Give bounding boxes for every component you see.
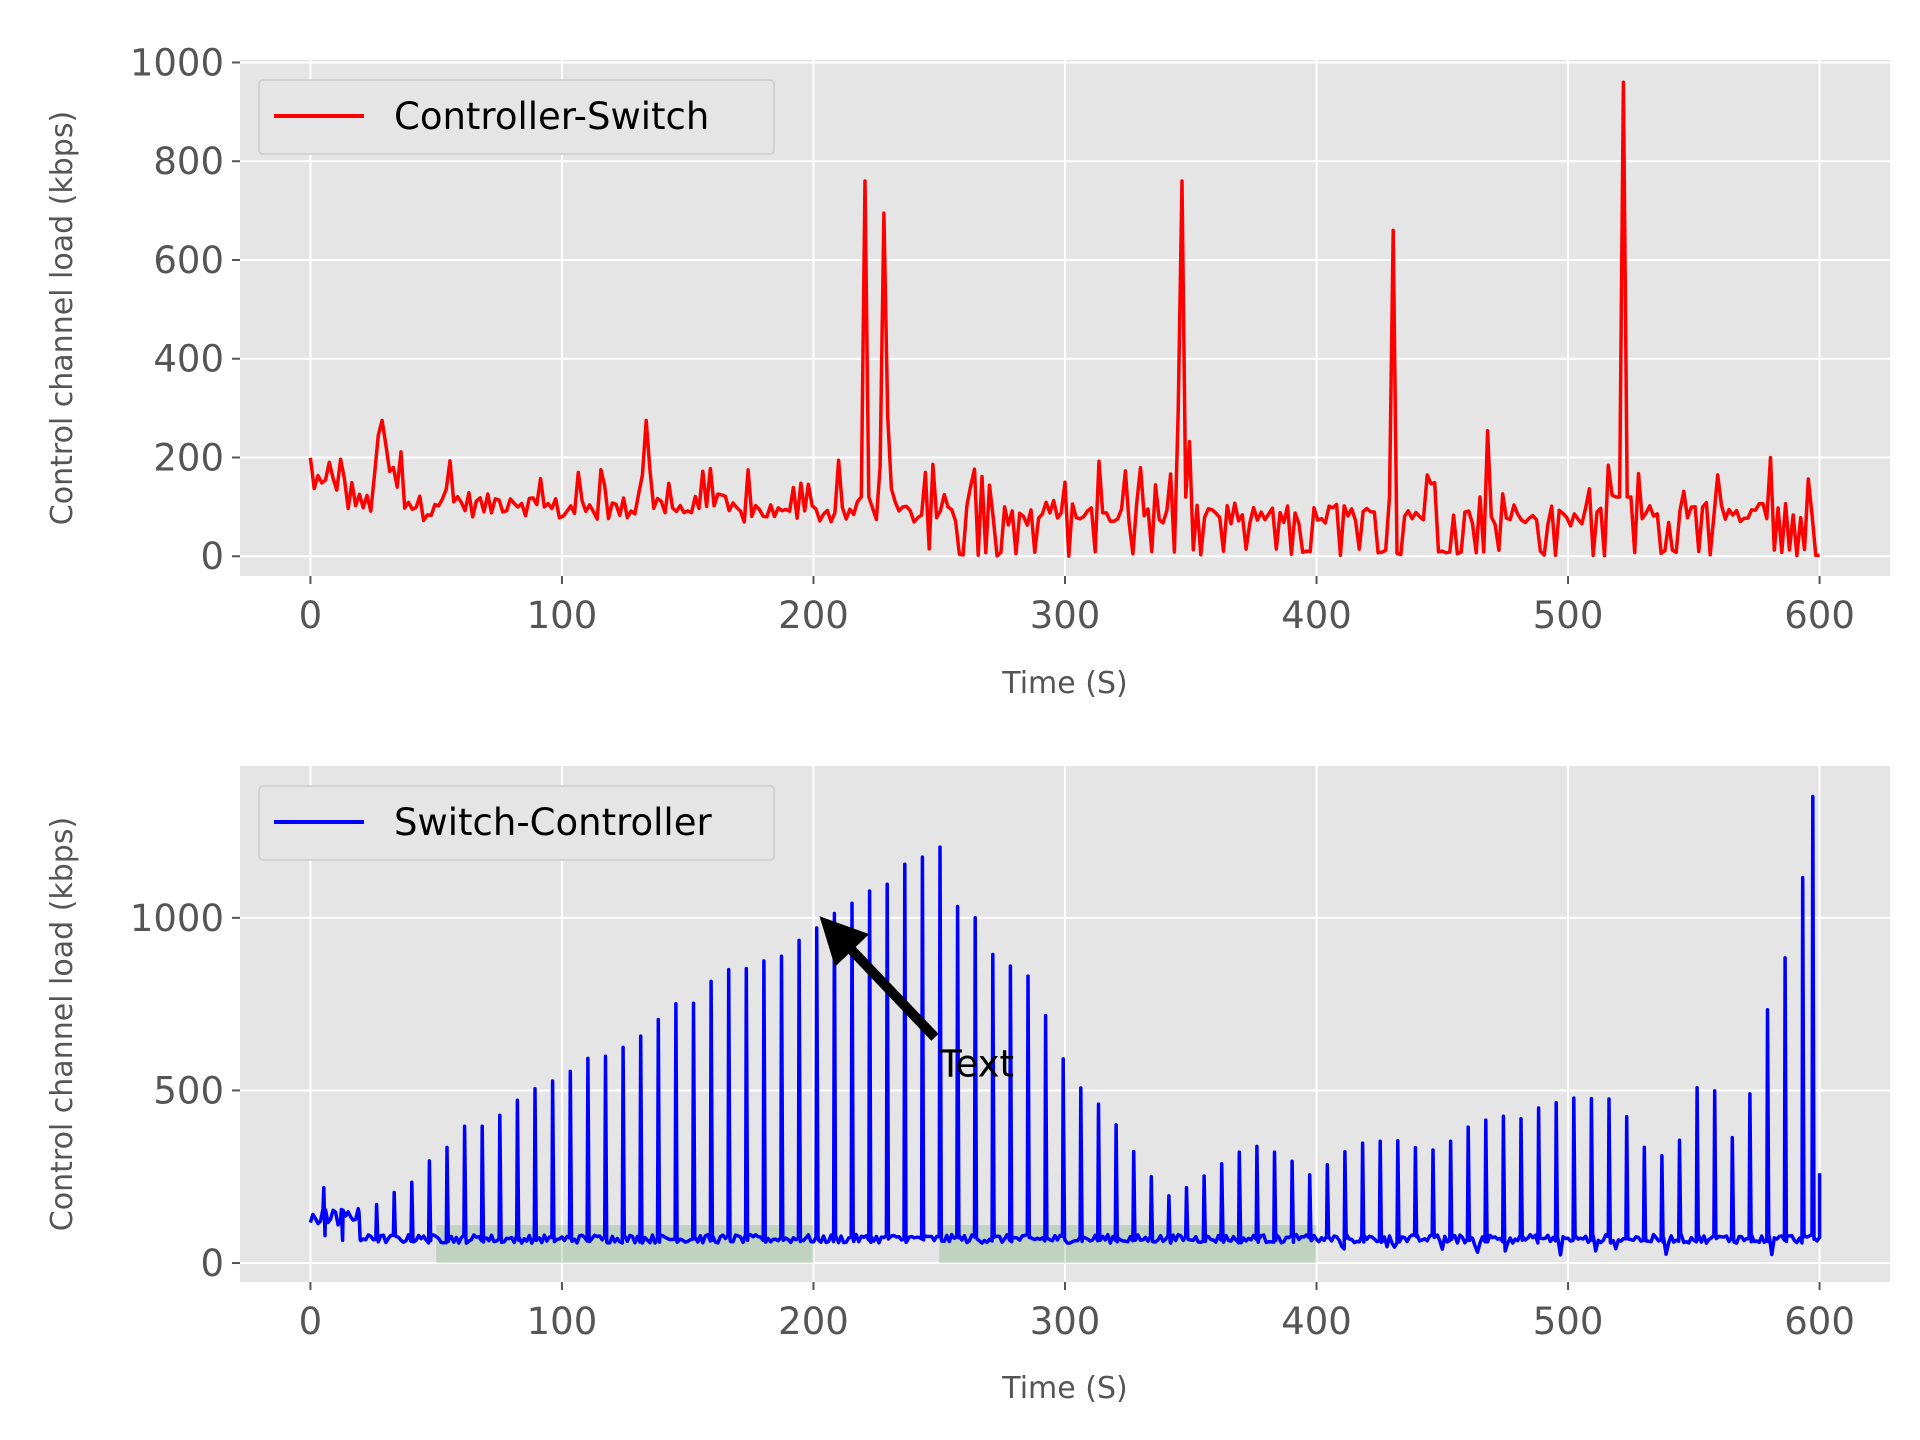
top-x-tick-labels: 0 100 200 300 400 500 600: [299, 576, 1855, 637]
series-line-controller-switch: [308, 80, 1820, 558]
bottom-x-tick-labels: 0 100 200 300 400 500 600: [299, 1282, 1855, 1343]
y-tick-label: 400: [153, 338, 224, 381]
top-series-group: [308, 80, 1820, 558]
bottom-y-tick-labels: 0 500 1000: [130, 897, 240, 1285]
top-grid: [240, 60, 1890, 576]
bottom-legend-box: [258, 785, 775, 861]
x-tick-label: 300: [1030, 594, 1101, 637]
annotation-arrow: [819, 916, 939, 1041]
x-tick-label: 400: [1281, 1300, 1352, 1343]
y-tick-label: 200: [153, 436, 224, 479]
x-tick-label: 0: [299, 594, 323, 637]
x-tick-label: 500: [1533, 1300, 1604, 1343]
y-tick-label: 1000: [130, 41, 224, 84]
top-legend-label: Controller-Switch: [394, 95, 709, 138]
top-legend: Controller-Switch: [258, 79, 775, 155]
shaded-region: [939, 1225, 1317, 1264]
top-legend-box: [258, 79, 775, 155]
bottom-annotation: Text: [819, 916, 1014, 1086]
top-y-axis-label: Control channel load (kbps): [45, 111, 80, 525]
y-tick-label: 1000: [130, 897, 224, 940]
y-tick-label: 600: [153, 239, 224, 282]
x-tick-label: 200: [778, 594, 849, 637]
y-tick-label: 0: [200, 1242, 224, 1285]
x-tick-label: 500: [1533, 594, 1604, 637]
x-tick-label: 400: [1281, 594, 1352, 637]
y-tick-label: 500: [153, 1069, 224, 1112]
x-tick-label: 200: [778, 1300, 849, 1343]
annotation-text: Text: [938, 1043, 1014, 1086]
x-tick-label: 100: [527, 1300, 598, 1343]
bottom-x-axis-label: Time (S): [1001, 1371, 1127, 1406]
y-tick-label: 800: [153, 140, 224, 183]
top-y-tick-labels: 0 200 400 600 800 1000: [130, 41, 240, 578]
bottom-y-axis-label: Control channel load (kbps): [45, 817, 80, 1231]
bottom-legend: Switch-Controller: [258, 785, 775, 861]
x-tick-label: 300: [1030, 1300, 1101, 1343]
x-tick-label: 100: [527, 594, 598, 637]
bottom-legend-label: Switch-Controller: [394, 801, 712, 844]
top-x-axis-label: Time (S): [1001, 666, 1127, 701]
bottom-series-group: [308, 794, 1822, 1257]
x-tick-label: 600: [1784, 1300, 1855, 1343]
series-line-switch-controller: [308, 794, 1822, 1257]
y-tick-label: 0: [200, 535, 224, 578]
x-tick-label: 0: [299, 1300, 323, 1343]
x-tick-label: 600: [1784, 594, 1855, 637]
